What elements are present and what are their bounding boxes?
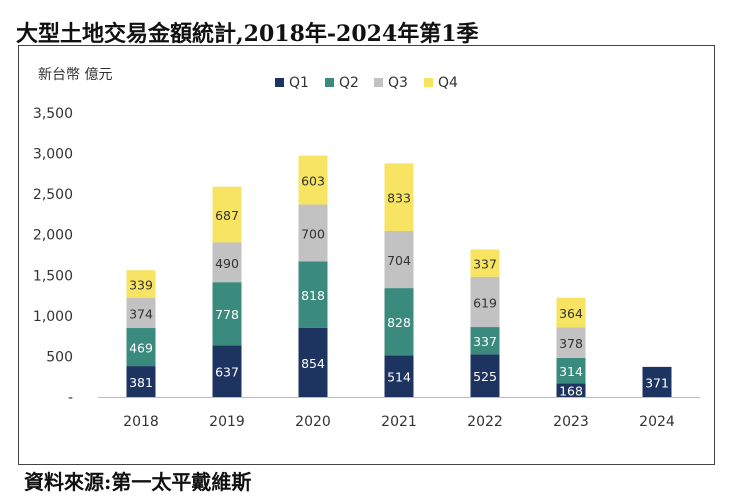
bar-segment-q1 bbox=[126, 366, 156, 397]
data-label: 603 bbox=[301, 174, 325, 189]
bar-segment-q3 bbox=[470, 276, 500, 328]
x-tick-label: 2020 bbox=[295, 414, 331, 430]
x-tick-label: 2018 bbox=[123, 414, 159, 430]
x-tick-label: 2023 bbox=[553, 414, 589, 430]
legend-swatch-q4 bbox=[424, 78, 433, 87]
data-label: 637 bbox=[215, 365, 239, 380]
x-tick-label: 2019 bbox=[209, 414, 245, 430]
data-label: 778 bbox=[215, 307, 239, 322]
data-label: 381 bbox=[129, 375, 153, 390]
data-label: 337 bbox=[473, 334, 497, 349]
bar-segment-q2 bbox=[470, 327, 500, 355]
y-tick-label: - bbox=[68, 390, 73, 406]
y-axis-unit-label: 新台幣 億元 bbox=[38, 67, 112, 83]
bar-segment-q3 bbox=[556, 327, 586, 358]
bar-segment-q2 bbox=[384, 288, 414, 356]
y-tick-label: 1,500 bbox=[33, 268, 73, 284]
bar-segment-q1 bbox=[384, 355, 414, 397]
bar-segment-q1 bbox=[556, 383, 586, 397]
y-tick-label: 2,500 bbox=[33, 187, 73, 203]
bar-segment-q4 bbox=[556, 297, 586, 328]
data-label: 700 bbox=[301, 226, 325, 241]
data-label: 371 bbox=[645, 375, 669, 390]
bar-segment-q2 bbox=[298, 261, 328, 328]
bar-segment-q1 bbox=[470, 354, 500, 397]
data-label: 469 bbox=[129, 341, 153, 356]
bar-segment-q1 bbox=[212, 345, 242, 397]
legend-label: Q2 bbox=[339, 75, 359, 91]
data-label: 818 bbox=[301, 288, 325, 303]
data-label: 833 bbox=[387, 191, 411, 206]
data-label: 704 bbox=[387, 253, 411, 268]
data-label: 337 bbox=[473, 257, 497, 272]
legend-swatch-q1 bbox=[275, 78, 284, 87]
data-label: 687 bbox=[215, 208, 239, 223]
bar-segment-q4 bbox=[212, 186, 242, 243]
x-tick-label: 2024 bbox=[639, 414, 675, 430]
data-label: 374 bbox=[129, 306, 153, 321]
y-tick-label: 500 bbox=[46, 349, 73, 365]
legend-swatch-q3 bbox=[374, 78, 383, 87]
data-label: 168 bbox=[559, 384, 583, 399]
bar-segment-q4 bbox=[298, 155, 328, 205]
data-label: 525 bbox=[473, 369, 497, 384]
bar-segment-q1 bbox=[642, 366, 672, 397]
data-label: 514 bbox=[387, 370, 411, 385]
chart-frame bbox=[18, 45, 715, 465]
bar-segment-q3 bbox=[384, 230, 414, 289]
data-label: 378 bbox=[559, 336, 583, 351]
data-label: 314 bbox=[559, 364, 583, 379]
bar-segment-q3 bbox=[212, 242, 242, 283]
bar-segment-q3 bbox=[298, 204, 328, 262]
data-label: 490 bbox=[215, 256, 239, 271]
x-tick-label: 2021 bbox=[381, 414, 417, 430]
chart-title: 大型土地交易金額統計,2018年-2024年第1季 bbox=[16, 21, 479, 47]
bar-segment-q2 bbox=[556, 357, 586, 384]
legend-label: Q3 bbox=[388, 75, 408, 91]
bar-segment-q4 bbox=[126, 270, 156, 298]
y-tick-label: 3,500 bbox=[33, 106, 73, 122]
x-tick-label: 2022 bbox=[467, 414, 503, 430]
data-label: 828 bbox=[387, 315, 411, 330]
bar-segment-q1 bbox=[298, 327, 328, 397]
source-note: 資料來源:第一太平戴維斯 bbox=[24, 470, 252, 494]
data-label: 854 bbox=[301, 356, 325, 371]
bar-segment-q4 bbox=[384, 163, 414, 231]
bar-segment-q2 bbox=[212, 282, 242, 346]
y-tick-label: 3,000 bbox=[33, 147, 73, 163]
data-label: 364 bbox=[559, 306, 583, 321]
data-label: 339 bbox=[129, 277, 153, 292]
legend-label: Q1 bbox=[289, 75, 309, 91]
bar-segment-q2 bbox=[126, 328, 156, 367]
data-label: 619 bbox=[473, 295, 497, 310]
bar-segment-q4 bbox=[470, 249, 500, 277]
legend-label: Q4 bbox=[438, 75, 458, 91]
y-tick-label: 1,000 bbox=[33, 309, 73, 325]
y-tick-label: 2,000 bbox=[33, 228, 73, 244]
legend-swatch-q2 bbox=[325, 78, 334, 87]
bar-segment-q3 bbox=[126, 297, 156, 329]
